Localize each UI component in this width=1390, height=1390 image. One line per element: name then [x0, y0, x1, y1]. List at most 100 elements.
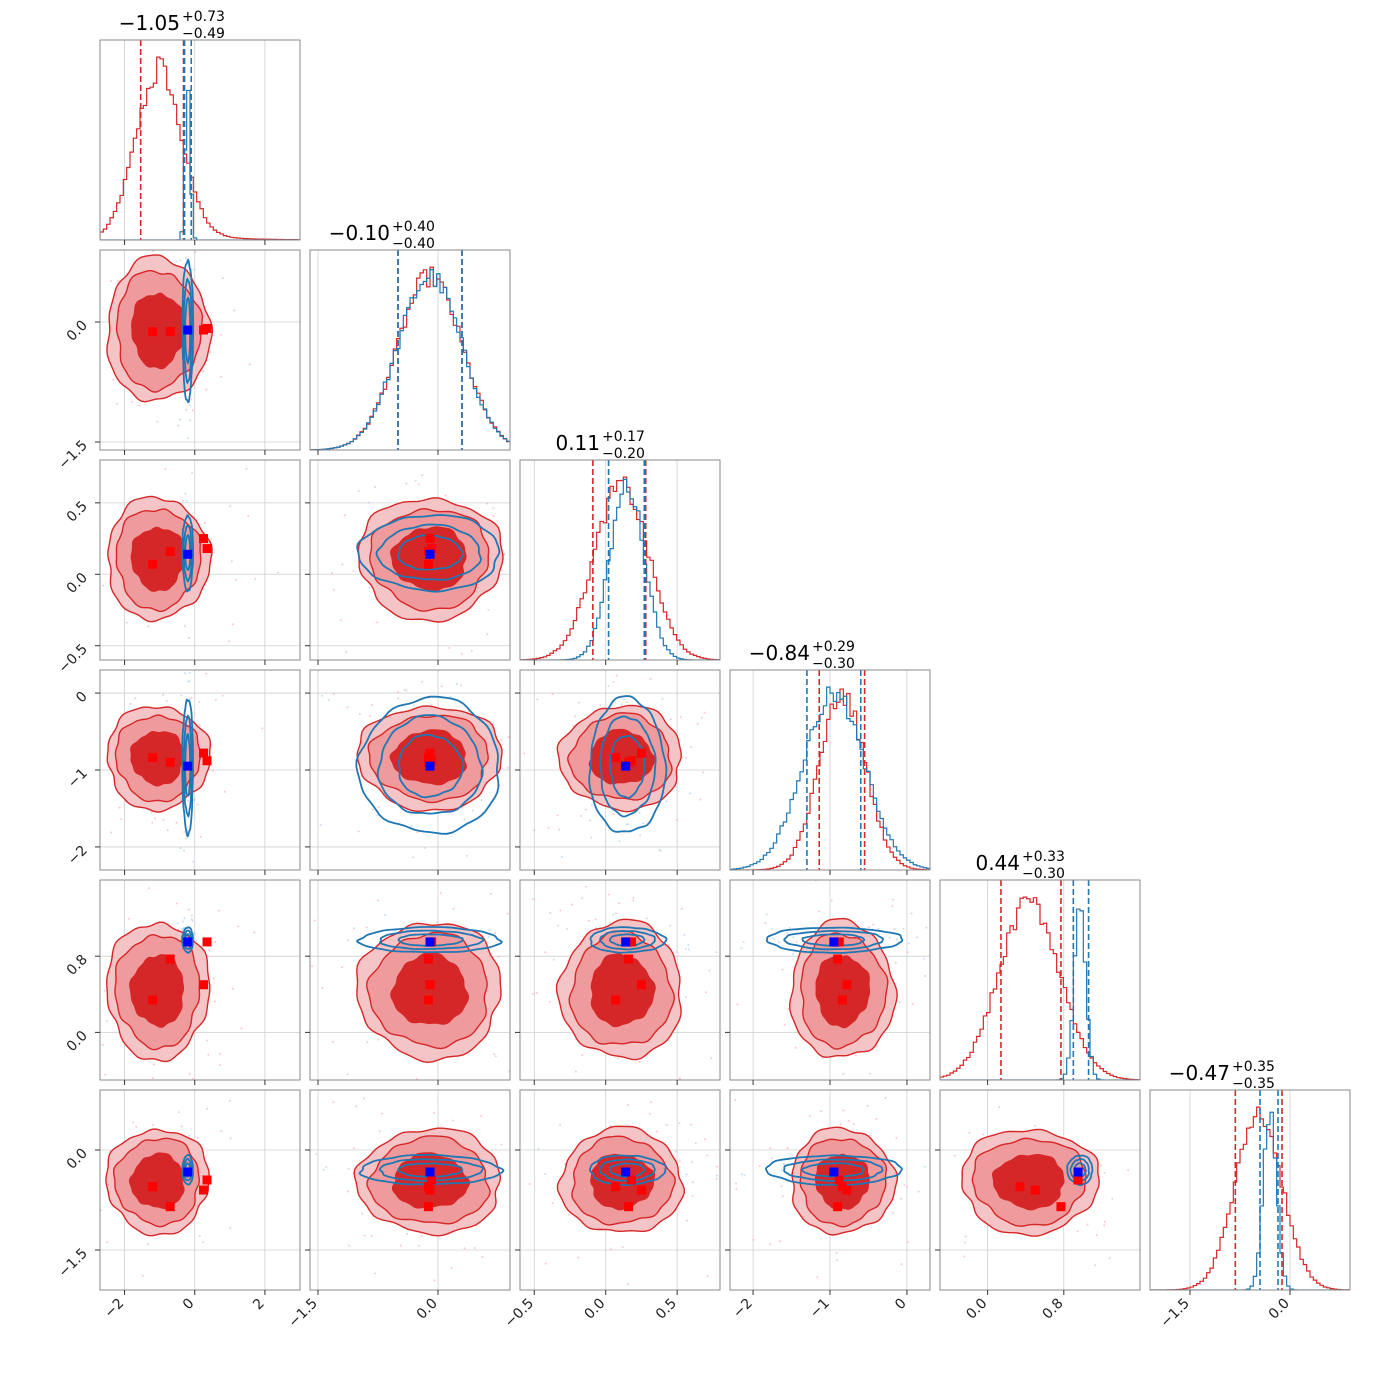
- red-sample-point: [141, 1274, 144, 1277]
- red-marker: [636, 748, 646, 758]
- blue-sample-point: [955, 935, 957, 937]
- red-sample-point: [232, 987, 234, 990]
- red-sample-point: [339, 619, 342, 622]
- red-marker: [423, 954, 433, 964]
- red-sample-point: [544, 1154, 546, 1156]
- blue-sample-point: [180, 892, 182, 894]
- red-sample-point: [818, 910, 821, 913]
- red-sample-point: [439, 892, 442, 895]
- red-sample-point: [716, 1165, 719, 1168]
- red-sample-point: [237, 925, 240, 928]
- blue-sample-point: [179, 259, 182, 262]
- x-tick-label: −1.5: [285, 1296, 320, 1331]
- blue-sample-point: [403, 688, 406, 691]
- red-sample-point: [793, 1115, 795, 1117]
- red-sample-point: [228, 640, 230, 643]
- diagonal-panel: [940, 880, 1140, 1080]
- blue-contour-line: [376, 714, 484, 815]
- red-sample-point: [706, 1154, 709, 1157]
- blue-sample-point: [888, 936, 891, 939]
- red-sample-point: [587, 919, 590, 922]
- red-sample-point: [203, 521, 206, 524]
- red-sample-point: [191, 1077, 194, 1080]
- red-sample-point: [229, 505, 232, 508]
- blue-marker: [425, 761, 435, 771]
- red-sample-point: [152, 1063, 155, 1066]
- red-sample-point: [765, 1226, 767, 1228]
- red-sample-point: [138, 404, 141, 407]
- red-sample-point: [609, 1248, 612, 1251]
- blue-sample-point: [669, 924, 672, 927]
- red-sample-point: [802, 1087, 804, 1089]
- red-sample-point: [277, 571, 280, 574]
- red-sample-point: [127, 917, 130, 920]
- red-sample-point: [703, 711, 706, 714]
- red-sample-point: [532, 992, 535, 995]
- red-sample-point: [467, 457, 469, 459]
- red-sample-point: [365, 926, 368, 929]
- red-sample-point: [612, 681, 615, 684]
- red-sample-point: [355, 1105, 358, 1108]
- panel-frame: [309, 249, 511, 451]
- red-sample-point: [732, 1207, 734, 1209]
- red-sample-point: [199, 835, 202, 838]
- panel-frame: [309, 459, 511, 661]
- red-sample-point: [910, 912, 913, 915]
- red-sample-point: [898, 1001, 901, 1004]
- blue-sample-point: [877, 927, 880, 930]
- blue-sample-point: [190, 618, 192, 620]
- red-sample-point: [171, 649, 173, 651]
- red-sample-point: [585, 808, 588, 811]
- red-sample-point: [867, 926, 870, 929]
- red-sample-point: [131, 400, 134, 403]
- red-sample-point: [196, 803, 199, 806]
- red-sample-point: [113, 667, 115, 669]
- panel-frame: [519, 459, 721, 661]
- red-marker: [425, 980, 435, 990]
- blue-sample-point: [896, 938, 898, 941]
- red-sample-point: [91, 598, 93, 600]
- red-sample-point: [962, 1008, 964, 1010]
- red-sample-point: [120, 818, 123, 820]
- red-sample-point: [927, 1141, 929, 1143]
- param-title-plus: +0.17: [602, 429, 645, 445]
- pair-panel: [520, 1090, 767, 1290]
- red-sample-point: [166, 829, 169, 832]
- red-sample-point: [1094, 1264, 1097, 1267]
- red-sample-point: [313, 919, 316, 922]
- red-sample-point: [440, 685, 443, 688]
- red-sample-point: [836, 1259, 838, 1262]
- blue-sample-point: [176, 922, 179, 925]
- red-sample-point: [533, 829, 536, 832]
- red-sample-point: [380, 1112, 383, 1115]
- blue-sample-point: [694, 1142, 697, 1145]
- blue-marker: [183, 761, 193, 771]
- blue-sample-point: [358, 713, 361, 715]
- blue-sample-point: [770, 1157, 773, 1160]
- blue-sample-point: [185, 499, 188, 502]
- blue-sample-point: [684, 948, 687, 951]
- red-sample-point: [431, 671, 433, 673]
- red-sample-point: [175, 821, 178, 824]
- red-sample-point: [1076, 1230, 1079, 1233]
- blue-sample-point: [625, 823, 628, 826]
- red-marker: [423, 995, 433, 1005]
- red-sample-point: [736, 1003, 739, 1006]
- red-sample-point: [781, 968, 784, 971]
- red-sample-point: [233, 309, 236, 312]
- blue-contour-line: [181, 698, 194, 838]
- blue-sample-point: [642, 822, 644, 825]
- red-sample-point: [685, 756, 688, 759]
- red-sample-point: [542, 575, 544, 577]
- y-tick-label: 0.0: [64, 318, 91, 345]
- red-sample-point: [655, 1130, 658, 1133]
- blue-marker: [1073, 1167, 1083, 1177]
- blue-contour-line: [396, 534, 465, 571]
- blue-contour-line: [398, 733, 465, 799]
- red-sample-point: [544, 1262, 547, 1265]
- blue-sample-point: [179, 893, 181, 895]
- red-sample-point: [353, 927, 355, 930]
- blue-sample-point: [487, 935, 490, 938]
- blue-sample-point: [621, 703, 623, 706]
- red-sample-point: [574, 715, 576, 718]
